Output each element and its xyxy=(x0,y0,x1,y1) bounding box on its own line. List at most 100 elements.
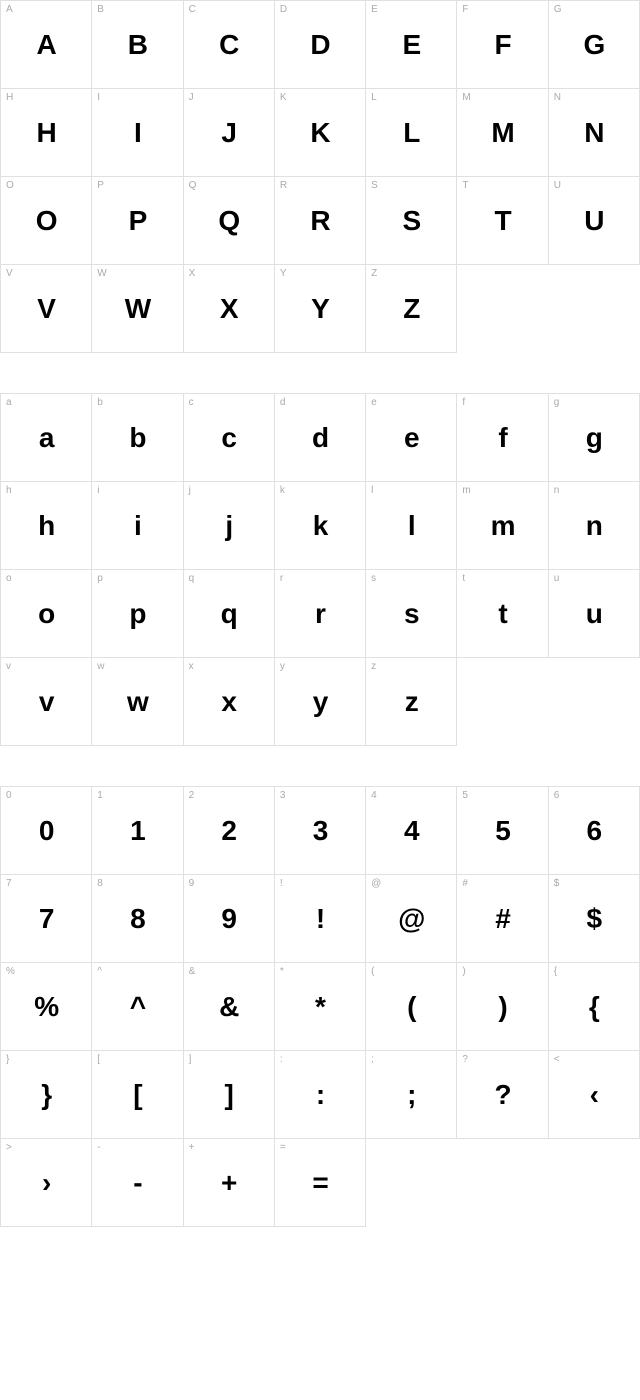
cell-glyph: c xyxy=(221,422,236,454)
cell-label: i xyxy=(97,485,99,496)
cell-label: 1 xyxy=(97,790,103,801)
charmap-cell: ^^ xyxy=(92,963,183,1051)
cell-glyph: v xyxy=(39,686,54,718)
cell-glyph: B xyxy=(128,29,147,61)
charmap-cell: ## xyxy=(457,875,548,963)
cell-glyph: ‹ xyxy=(590,1079,598,1111)
charmap-cell: TT xyxy=(457,177,548,265)
charmap-cell: OO xyxy=(1,177,92,265)
cell-glyph: 8 xyxy=(130,903,145,935)
cell-label: u xyxy=(554,573,560,584)
cell-glyph: x xyxy=(221,686,236,718)
cell-glyph: O xyxy=(36,205,57,237)
cell-glyph: A xyxy=(37,29,56,61)
cell-label: V xyxy=(6,268,13,279)
cell-label: k xyxy=(280,485,285,496)
charmap-cell: 77 xyxy=(1,875,92,963)
cell-label: P xyxy=(97,180,104,191)
charmap-cell: ]] xyxy=(184,1051,275,1139)
cell-label: h xyxy=(6,485,12,496)
cell-label: & xyxy=(189,966,196,977)
cell-label: O xyxy=(6,180,14,191)
charmap-cell: ee xyxy=(366,394,457,482)
charmap-cell: <‹ xyxy=(549,1051,640,1139)
cell-glyph: h xyxy=(38,510,54,542)
cell-label: 6 xyxy=(554,790,560,801)
cell-glyph: ; xyxy=(407,1079,415,1111)
cell-label: Q xyxy=(189,180,197,191)
cell-label: : xyxy=(280,1054,283,1065)
charmap-cell: ss xyxy=(366,570,457,658)
charmap-cell: bb xyxy=(92,394,183,482)
cell-glyph: ! xyxy=(316,903,324,935)
cell-label: D xyxy=(280,4,287,15)
cell-glyph: G xyxy=(583,29,604,61)
charmap-cell: {{ xyxy=(549,963,640,1051)
charmap-cell: [[ xyxy=(92,1051,183,1139)
cell-label: p xyxy=(97,573,103,584)
cell-glyph: ? xyxy=(495,1079,511,1111)
cell-glyph: 6 xyxy=(587,815,602,847)
charmap-cell: 99 xyxy=(184,875,275,963)
cell-glyph: j xyxy=(225,510,232,542)
cell-label: $ xyxy=(554,878,560,889)
cell-glyph: t xyxy=(498,598,506,630)
cell-glyph: * xyxy=(315,991,325,1023)
cell-glyph: % xyxy=(34,991,58,1023)
cell-label: F xyxy=(462,4,468,15)
charmap-cell: 44 xyxy=(366,787,457,875)
cell-glyph: J xyxy=(221,117,236,149)
cell-glyph: 4 xyxy=(404,815,419,847)
cell-label: > xyxy=(6,1142,12,1153)
charmap-cell: 11 xyxy=(92,787,183,875)
cell-glyph: Z xyxy=(403,293,419,325)
cell-glyph: › xyxy=(42,1167,50,1199)
cell-glyph: u xyxy=(586,598,602,630)
empty-cell xyxy=(457,265,548,353)
charmap-cell: !! xyxy=(275,875,366,963)
cell-label: q xyxy=(189,573,195,584)
charmap-cell: qq xyxy=(184,570,275,658)
cell-glyph: U xyxy=(584,205,603,237)
cell-glyph: d xyxy=(312,422,328,454)
charmap-cell: BB xyxy=(92,1,183,89)
charmap-cell: }} xyxy=(1,1051,92,1139)
cell-label: [ xyxy=(97,1054,100,1065)
cell-glyph: k xyxy=(313,510,328,542)
charmap-cell: VV xyxy=(1,265,92,353)
empty-cell xyxy=(549,658,640,746)
charmap-cell: ;; xyxy=(366,1051,457,1139)
cell-glyph: & xyxy=(219,991,238,1023)
cell-glyph: ( xyxy=(407,991,415,1023)
cell-label: R xyxy=(280,180,287,191)
cell-glyph: 2 xyxy=(221,815,236,847)
charmap-cell: )) xyxy=(457,963,548,1051)
charmap-cell: gg xyxy=(549,394,640,482)
cell-label: @ xyxy=(371,878,381,889)
charmap-cell: XX xyxy=(184,265,275,353)
cell-label: c xyxy=(189,397,194,408)
cell-glyph: } xyxy=(41,1079,51,1111)
charmap-cell: ZZ xyxy=(366,265,457,353)
charmap-cell: vv xyxy=(1,658,92,746)
cell-label: v xyxy=(6,661,11,672)
cell-label: L xyxy=(371,92,377,103)
cell-glyph: z xyxy=(405,686,418,718)
cell-label: a xyxy=(6,397,12,408)
cell-glyph: b xyxy=(129,422,145,454)
cell-label: 5 xyxy=(462,790,468,801)
charmap-cell: hh xyxy=(1,482,92,570)
charmap-cell: 00 xyxy=(1,787,92,875)
charmap-cell: pp xyxy=(92,570,183,658)
cell-glyph: a xyxy=(39,422,54,454)
cell-label: Z xyxy=(371,268,377,279)
cell-label: b xyxy=(97,397,103,408)
cell-glyph: + xyxy=(221,1167,236,1199)
cell-glyph: ] xyxy=(225,1079,233,1111)
cell-glyph: Y xyxy=(311,293,329,325)
cell-glyph: D xyxy=(310,29,329,61)
charmap-cell: kk xyxy=(275,482,366,570)
cell-label: C xyxy=(189,4,196,15)
charmap-grid: aabbccddeeffgghhiijjkkllmmnnooppqqrrsstt… xyxy=(0,393,640,746)
cell-glyph: T xyxy=(495,205,511,237)
